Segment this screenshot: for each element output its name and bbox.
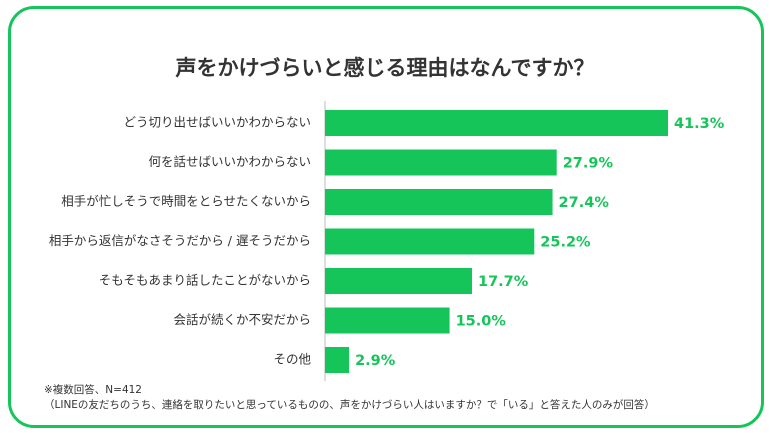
- bar: [325, 268, 472, 294]
- category-label: そもそもあまり話したことがないから: [99, 273, 311, 288]
- bar: [325, 189, 553, 215]
- value-label: 17.7%: [478, 274, 529, 290]
- bar: [325, 110, 668, 136]
- bar: [325, 347, 350, 373]
- footnote-respondents: ※複数回答、N=412: [44, 384, 142, 396]
- value-label: 41.3%: [674, 116, 725, 132]
- category-label: どう切り出せばいいかわからない: [123, 115, 311, 130]
- chart-title: 声をかけづらいと感じる理由はなんですか？: [175, 56, 595, 80]
- category-label: その他: [273, 352, 311, 367]
- bar: [325, 149, 557, 176]
- value-label: 2.9%: [355, 353, 396, 369]
- category-label: 相手から返信がなさそうだから / 遅そうだから: [49, 233, 311, 248]
- value-label: 25.2%: [540, 235, 591, 251]
- value-label: 27.4%: [559, 195, 610, 211]
- value-label: 27.9%: [563, 156, 614, 172]
- category-label: 会話が続くか不安だから: [173, 312, 311, 327]
- value-label: 15.0%: [456, 314, 507, 330]
- category-label: 何を話せばいいかわからない: [148, 154, 311, 169]
- footnote-condition: （LINEの友だちのうち、連絡を取りたいと思っているものの、声をかけづらい人はい…: [44, 399, 655, 411]
- bar: [325, 307, 450, 334]
- bar: [325, 228, 535, 255]
- category-label: 相手が忙しそうで時間をとらせたくないから: [61, 194, 311, 209]
- chart-card: [8, 6, 764, 428]
